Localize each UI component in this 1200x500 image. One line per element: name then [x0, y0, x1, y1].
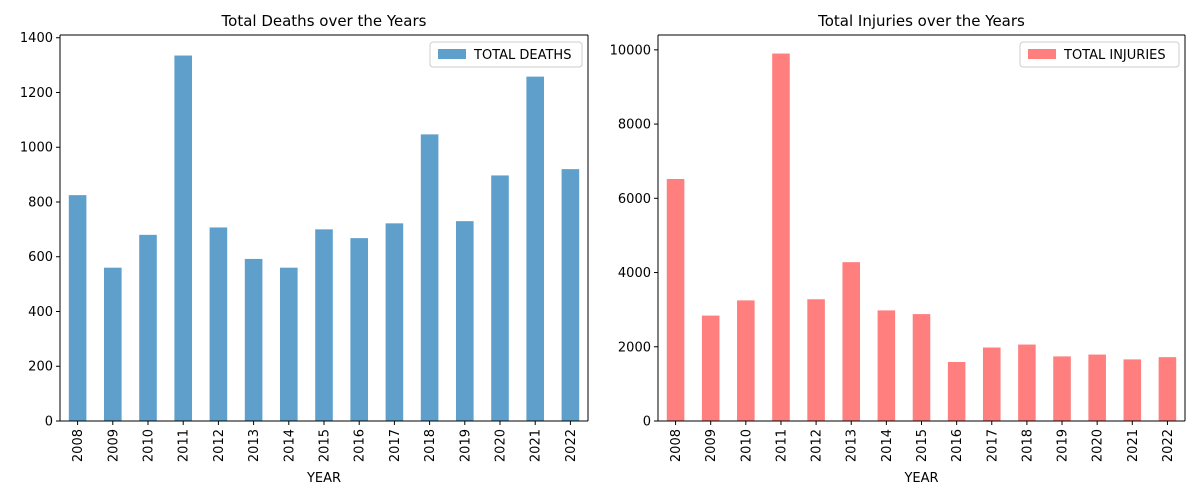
deaths-bar-2010	[139, 234, 157, 421]
deaths-bar-2021	[526, 76, 544, 421]
injuries-bar-2016	[947, 361, 966, 421]
deaths-xtick-label-2022: 2022	[564, 429, 579, 462]
injuries-bar-2012	[807, 299, 825, 421]
deaths-ytick-label-1400: 1400	[20, 31, 53, 46]
deaths-chart-title: Total Deaths over the Years	[221, 12, 427, 30]
injuries-bar-2019	[1053, 356, 1071, 421]
injuries-ytick-label-6000: 6000	[618, 192, 651, 207]
deaths-ytick-label-400: 400	[28, 305, 53, 320]
injuries-xtick-label-2014: 2014	[880, 429, 895, 462]
deaths-xtick-label-2019: 2019	[458, 429, 473, 462]
deaths-bar-2018	[420, 134, 439, 422]
injuries-xtick-label-2010: 2010	[739, 429, 754, 462]
deaths-bar-2009	[104, 267, 122, 421]
deaths-xtick-label-2018: 2018	[423, 429, 438, 462]
injuries-xtick-label-2019: 2019	[1056, 429, 1071, 462]
deaths-xtick-label-2008: 2008	[71, 429, 86, 462]
injuries-xtick-label-2021: 2021	[1126, 429, 1141, 462]
deaths-xtick-label-2010: 2010	[142, 429, 157, 462]
deaths-ytick-label-600: 600	[28, 250, 53, 265]
injuries-ytick-label-8000: 8000	[618, 118, 651, 133]
injuries-bar-2020	[1088, 354, 1106, 421]
deaths-xtick-label-2013: 2013	[247, 429, 262, 462]
deaths-xtick-label-2011: 2011	[177, 429, 192, 462]
deaths-ytick-label-200: 200	[28, 360, 53, 375]
injuries-ytick-label-10000: 10000	[610, 43, 651, 58]
deaths-bar-2014	[280, 267, 298, 421]
deaths-xtick-label-2020: 2020	[494, 429, 509, 462]
deaths-legend: TOTAL DEATHS	[429, 41, 583, 68]
deaths-xtick-label-2012: 2012	[212, 429, 227, 462]
deaths-xtick-label-2014: 2014	[282, 429, 297, 462]
injuries-xtick-label-2011: 2011	[774, 429, 789, 462]
deaths-bar-2011	[174, 55, 192, 421]
injuries-legend-label: TOTAL INJURIES	[1063, 48, 1166, 63]
deaths-ytick-label-800: 800	[28, 195, 53, 210]
deaths-xtick-label-2016: 2016	[353, 429, 368, 462]
deaths-xtick-label-2017: 2017	[388, 429, 403, 462]
injuries-xtick-label-2018: 2018	[1020, 429, 1035, 462]
deaths-ytick-label-0: 0	[45, 415, 53, 430]
injuries-ytick-label-2000: 2000	[618, 340, 651, 355]
deaths-ytick-label-1200: 1200	[20, 86, 53, 101]
injuries-bar-2009	[701, 315, 720, 421]
deaths-legend-box	[429, 41, 583, 68]
deaths-bar-2017	[385, 223, 404, 421]
injuries-xtick-label-2013: 2013	[845, 429, 860, 462]
injuries-xtick-label-2020: 2020	[1091, 429, 1106, 462]
injuries-ytick-label-0: 0	[643, 415, 651, 430]
deaths-x-axis-label: YEAR	[306, 471, 341, 486]
deaths-bar-2008	[68, 195, 87, 421]
injuries-xtick-label-2015: 2015	[915, 429, 930, 462]
injuries-xtick-label-2012: 2012	[810, 429, 825, 462]
deaths-chart: Total Deaths over the Years 0 200 400 600 800…	[20, 12, 589, 486]
injuries-ytick-label-4000: 4000	[618, 266, 651, 281]
injuries-bar-2014	[877, 310, 896, 421]
injuries-x-axis-label: YEAR	[903, 471, 938, 486]
deaths-xtick-label-2009: 2009	[106, 429, 121, 462]
injuries-legend: TOTAL INJURIES	[1019, 41, 1180, 68]
injuries-xtick-label-2017: 2017	[985, 429, 1000, 462]
deaths-legend-label: TOTAL DEATHS	[473, 48, 571, 63]
injuries-bar-2011	[772, 53, 790, 422]
deaths-xtick-label-2015: 2015	[318, 429, 333, 462]
deaths-bar-2019	[456, 221, 474, 421]
injuries-bar-2021	[1123, 359, 1142, 421]
injuries-chart: Total Injuries over the Years 0 2000 4000 60…	[610, 12, 1186, 486]
deaths-xtick-label-2021: 2021	[529, 429, 544, 462]
injuries-chart-title: Total Injuries over the Years	[817, 12, 1025, 30]
injuries-bar-2013	[842, 262, 861, 421]
injuries-xtick-label-2022: 2022	[1161, 429, 1176, 462]
injuries-legend-box	[1019, 41, 1180, 68]
deaths-bar-2015	[315, 229, 333, 421]
injuries-xtick-label-2016: 2016	[950, 429, 965, 462]
injuries-xtick-label-2008: 2008	[669, 429, 684, 462]
deaths-bar-2020	[491, 175, 509, 421]
deaths-bar-2022	[561, 169, 580, 421]
injuries-bar-2015	[912, 314, 931, 421]
injuries-bar-2010	[737, 300, 755, 421]
injuries-bar-2008	[666, 179, 685, 421]
injuries-bar-2018	[1018, 344, 1036, 421]
injuries-xtick-label-2009: 2009	[704, 429, 719, 462]
injuries-bar-2017	[982, 347, 1001, 421]
deaths-bar-2013	[244, 258, 263, 421]
deaths-ytick-label-1000: 1000	[20, 141, 53, 156]
injuries-legend-swatch	[1028, 49, 1056, 59]
deaths-legend-swatch	[438, 49, 466, 59]
injuries-bar-2022	[1158, 357, 1177, 421]
deaths-bar-2016	[350, 238, 368, 421]
deaths-bar-2012	[209, 227, 228, 421]
